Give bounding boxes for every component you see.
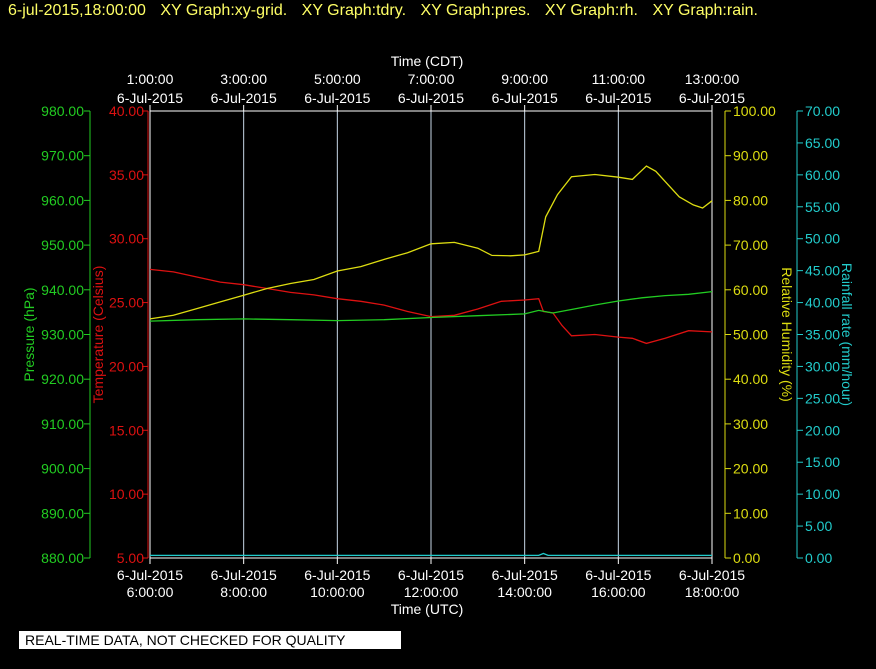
- pressure-tick-label: 880.00: [41, 550, 84, 566]
- pressure-tick-label: 910.00: [41, 416, 84, 432]
- pressure-tick-label: 900.00: [41, 461, 84, 477]
- pressure-series-line: [149, 290, 713, 322]
- bottom-axis-title: Time (UTC): [391, 601, 464, 617]
- temperature-tick-label: 5.00: [117, 550, 144, 566]
- pressure-tick-label: 890.00: [41, 505, 84, 521]
- rain-tick-label: 15.00: [805, 454, 840, 470]
- graph-header: 6-jul-2015,18:00:00 XY Graph:xy-grid. XY…: [8, 2, 768, 20]
- rain-tick-label: 25.00: [805, 390, 840, 406]
- bottom-tick-date-label: 6-Jul-2015: [211, 567, 277, 583]
- top-tick-time-label: 9:00:00: [501, 71, 548, 87]
- bottom-tick-time-label: 6:00:00: [127, 584, 174, 600]
- rain-series-line: [150, 552, 712, 557]
- bottom-tick-time-label: 14:00:00: [497, 584, 552, 600]
- top-tick-time-label: 1:00:00: [127, 71, 174, 87]
- rain-tick-label: 70.00: [805, 103, 840, 119]
- humidity-tick-label: 30.00: [733, 416, 768, 432]
- pressure-tick-label: 970.00: [41, 148, 84, 164]
- humidity-tick-label: 60.00: [733, 282, 768, 298]
- pressure-tick-label: 950.00: [41, 237, 84, 253]
- top-tick-time-label: 3:00:00: [220, 71, 267, 87]
- temperature-tick-label: 20.00: [109, 358, 144, 374]
- pressure-tick-label: 920.00: [41, 371, 84, 387]
- pressure-axis-title: Pressure (hPa): [21, 287, 37, 381]
- rain-tick-label: 5.00: [805, 518, 832, 534]
- top-tick-date-label: 6-Jul-2015: [398, 90, 464, 106]
- top-tick-date-label: 6-Jul-2015: [211, 90, 277, 106]
- quality-notice: REAL-TIME DATA, NOT CHECKED FOR QUALITY: [19, 631, 401, 649]
- humidity-axis-title: Relative Humidity (%): [779, 267, 795, 402]
- header-timestamp: 6-jul-2015,18:00:00: [8, 2, 146, 19]
- humidity-tick-label: 100.00: [733, 103, 776, 119]
- rain-tick-label: 40.00: [805, 295, 840, 311]
- pressure-tick-label: 960.00: [41, 192, 84, 208]
- header-graph-xy-grid: XY Graph:xy-grid.: [160, 2, 288, 19]
- header-graph-pres: XY Graph:pres.: [420, 2, 531, 19]
- rain-tick-label: 50.00: [805, 231, 840, 247]
- top-tick-time-label: 13:00:00: [685, 71, 740, 87]
- bottom-tick-date-label: 6-Jul-2015: [492, 567, 558, 583]
- rain-axis-title: Rainfall rate (mm/hour): [839, 263, 855, 406]
- bottom-tick-date-label: 6-Jul-2015: [585, 567, 651, 583]
- bottom-tick-date-label: 6-Jul-2015: [117, 567, 183, 583]
- bottom-tick-date-label: 6-Jul-2015: [679, 567, 745, 583]
- bottom-tick-time-label: 8:00:00: [220, 584, 267, 600]
- temperature-tick-label: 15.00: [109, 422, 144, 438]
- humidity-series-line: [149, 165, 713, 320]
- rain-tick-label: 45.00: [805, 263, 840, 279]
- humidity-tick-label: 0.00: [733, 550, 760, 566]
- humidity-tick-label: 90.00: [733, 148, 768, 164]
- temperature-tick-label: 40.00: [109, 103, 144, 119]
- top-tick-date-label: 6-Jul-2015: [585, 90, 651, 106]
- top-tick-date-label: 6-Jul-2015: [304, 90, 370, 106]
- top-tick-date-label: 6-Jul-2015: [117, 90, 183, 106]
- rain-tick-label: 10.00: [805, 486, 840, 502]
- rain-tick-label: 20.00: [805, 422, 840, 438]
- humidity-tick-label: 40.00: [733, 371, 768, 387]
- rain-tick-label: 30.00: [805, 358, 840, 374]
- rain-tick-label: 0.00: [805, 550, 832, 566]
- bottom-tick-date-label: 6-Jul-2015: [398, 567, 464, 583]
- bottom-tick-time-label: 16:00:00: [591, 584, 646, 600]
- temperature-tick-label: 10.00: [109, 486, 144, 502]
- top-tick-date-label: 6-Jul-2015: [492, 90, 558, 106]
- header-graph-rh: XY Graph:rh.: [544, 2, 638, 19]
- bottom-tick-time-label: 18:00:00: [685, 584, 740, 600]
- pressure-tick-label: 930.00: [41, 327, 84, 343]
- header-graph-tdry: XY Graph:tdry.: [301, 2, 407, 19]
- rain-tick-label: 65.00: [805, 135, 840, 151]
- temperature-tick-label: 30.00: [109, 231, 144, 247]
- top-tick-date-label: 6-Jul-2015: [679, 90, 745, 106]
- temperature-tick-label: 35.00: [109, 167, 144, 183]
- humidity-tick-label: 70.00: [733, 237, 768, 253]
- top-tick-time-label: 5:00:00: [314, 71, 361, 87]
- temperature-tick-label: 25.00: [109, 295, 144, 311]
- header-graph-rain: XY Graph:rain.: [652, 2, 758, 19]
- pressure-tick-label: 980.00: [41, 103, 84, 119]
- temperature-series-line: [149, 268, 713, 345]
- humidity-tick-label: 20.00: [733, 461, 768, 477]
- humidity-tick-label: 10.00: [733, 505, 768, 521]
- humidity-tick-label: 80.00: [733, 192, 768, 208]
- rain-tick-label: 60.00: [805, 167, 840, 183]
- pressure-tick-label: 940.00: [41, 282, 84, 298]
- bottom-tick-time-label: 10:00:00: [310, 584, 365, 600]
- bottom-tick-time-label: 12:00:00: [404, 584, 459, 600]
- rain-tick-label: 55.00: [805, 199, 840, 215]
- top-axis-title: Time (CDT): [391, 53, 464, 69]
- temperature-axis-title: Temperature (Celsius): [90, 266, 106, 404]
- top-tick-time-label: 7:00:00: [408, 71, 455, 87]
- top-tick-time-label: 11:00:00: [592, 71, 646, 87]
- rain-tick-label: 35.00: [805, 327, 840, 343]
- humidity-tick-label: 50.00: [733, 327, 768, 343]
- bottom-tick-date-label: 6-Jul-2015: [304, 567, 370, 583]
